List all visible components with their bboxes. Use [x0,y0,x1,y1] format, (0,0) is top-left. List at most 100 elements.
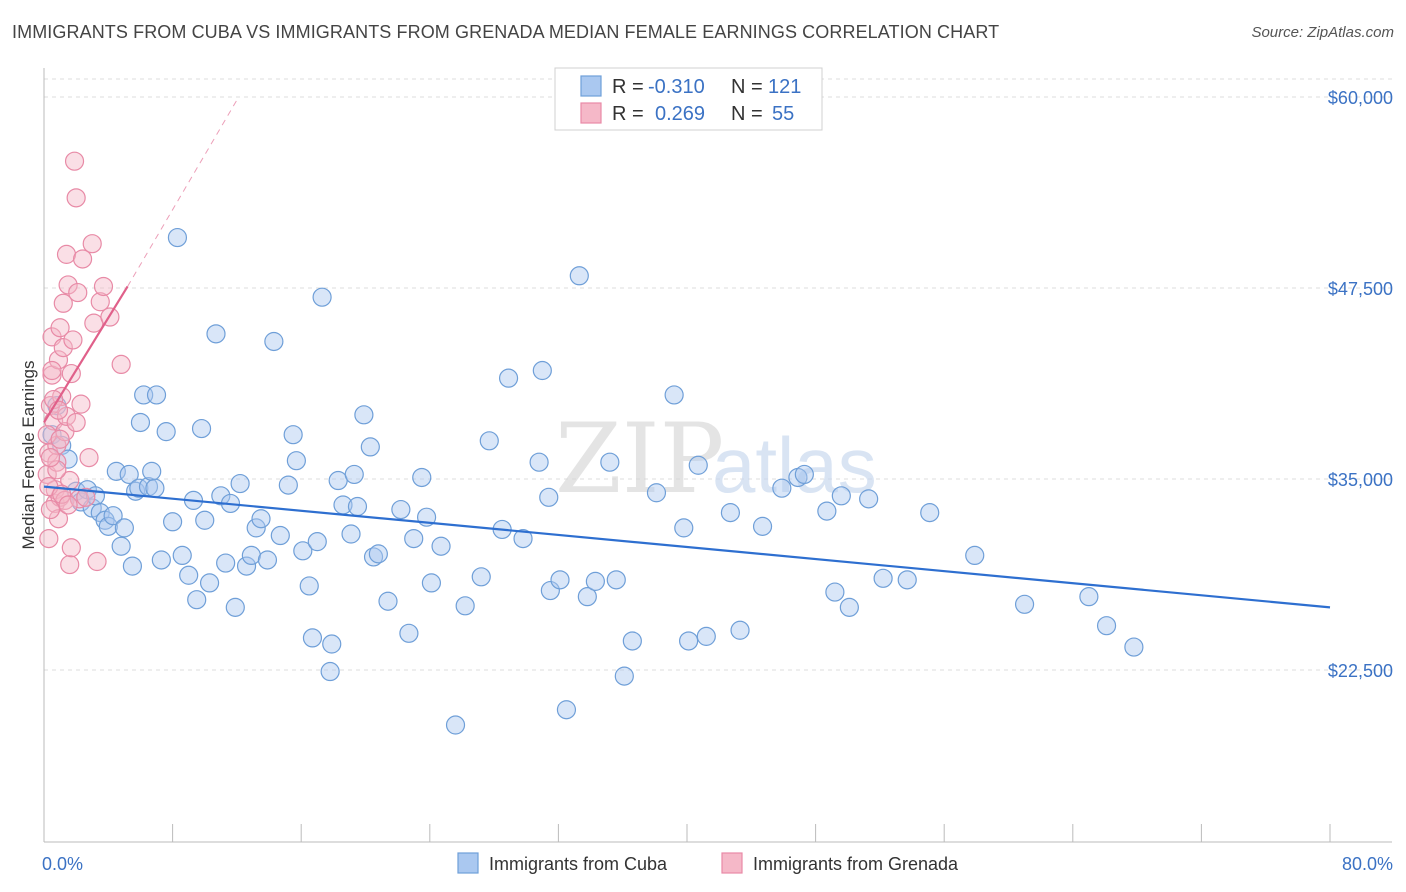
point-cuba [142,461,162,481]
series-cuba-points [42,227,1144,735]
point-cuba [378,591,398,611]
point-cuba [191,418,212,439]
point-cuba [817,501,837,521]
point-cuba [752,516,773,536]
point-grenada [39,528,59,549]
point-cuba [391,499,411,520]
point-cuba [98,516,118,536]
point-cuba [794,464,814,485]
point-cuba [328,470,348,491]
point-cuba [730,620,750,640]
point-cuba [839,597,859,617]
point-cuba [146,385,167,405]
point-cuba [187,590,207,610]
point-cuba [216,553,236,573]
point-cuba [156,422,176,442]
watermark-atlas: atlas [712,421,877,509]
point-cuba [257,550,278,570]
point-grenada [93,276,114,297]
point-cuba [302,628,323,648]
point-cuba [674,518,694,538]
point-grenada [79,448,99,468]
point-cuba [236,556,257,576]
point-cuba [264,331,284,352]
legend-swatch-grenada [580,102,602,124]
x-tick-label: 0.0% [42,854,83,874]
point-cuba [103,506,123,526]
stats-legend: R = -0.310 N = 121 R = 0.269 N = 55 [554,67,823,131]
point-cuba [114,518,134,538]
point-cuba [831,486,851,506]
point-grenada [90,292,110,312]
point-cuba [540,580,560,601]
point-grenada [37,425,57,445]
point-cuba [529,452,549,472]
legend-r-label-grenada: R = [612,103,644,125]
point-grenada [66,188,86,208]
watermark: ZIP atlas [555,403,877,515]
bottom-legend: Immigrants from Cuba Immigrants from Gre… [457,852,959,874]
watermark-zip: ZIP [555,403,724,515]
point-grenada [71,394,91,414]
point-grenada [111,354,131,374]
point-cuba [225,597,245,617]
point-cuba [664,385,684,405]
point-cuba [341,524,361,544]
point-cuba [646,483,667,503]
point-cuba [347,496,368,517]
point-grenada [76,487,96,507]
point-cuba [320,661,340,682]
trend-line-cuba [43,485,1331,609]
point-cuba [278,475,298,495]
point-cuba [412,467,432,488]
trend-lines [43,99,1331,609]
point-cuba [241,545,261,566]
point-cuba [1079,587,1099,607]
point-cuba [498,368,519,388]
y-tick-label: $35,000 [1328,470,1393,490]
point-cuba [122,556,143,576]
point-grenada [60,554,80,575]
y-tick-label: $47,500 [1328,279,1393,299]
bottom-legend-swatch-cuba [457,852,479,874]
point-cuba [614,666,634,686]
point-cuba [360,437,380,457]
point-cuba [211,486,231,506]
point-cuba [859,489,879,509]
series-grenada-points [37,151,131,575]
point-cuba [577,587,597,607]
point-grenada [50,318,70,338]
legend-r-label-cuba: R = [612,76,644,98]
chart-title: IMMIGRANTS FROM CUBA VS IMMIGRANTS FROM … [12,22,1000,42]
point-cuba [145,478,165,498]
grid-lines [44,78,1392,671]
point-cuba [696,626,716,646]
point-cuba [283,425,303,445]
point-cuba [307,532,327,552]
point-grenada [68,282,88,303]
point-cuba [195,510,215,530]
point-grenada [58,275,78,295]
point-cuba [368,544,388,564]
bottom-legend-label-cuba: Immigrants from Cuba [489,854,668,874]
point-cuba [1096,616,1117,636]
point-cuba [431,536,451,556]
point-cuba [479,431,499,451]
point-cuba [920,503,940,523]
point-grenada [87,551,107,572]
point-cuba [151,550,171,570]
point-cuba [270,525,290,546]
point-cuba [246,518,266,538]
point-cuba [897,570,917,590]
point-cuba [585,571,605,591]
axes [43,68,1392,843]
point-cuba [965,545,985,566]
point-cuba [251,509,271,529]
point-grenada [66,412,86,433]
point-grenada [56,244,77,264]
point-cuba [404,528,424,549]
point-cuba [532,360,552,381]
point-cuba [445,715,466,735]
point-cuba [606,570,626,590]
point-cuba [119,464,139,485]
